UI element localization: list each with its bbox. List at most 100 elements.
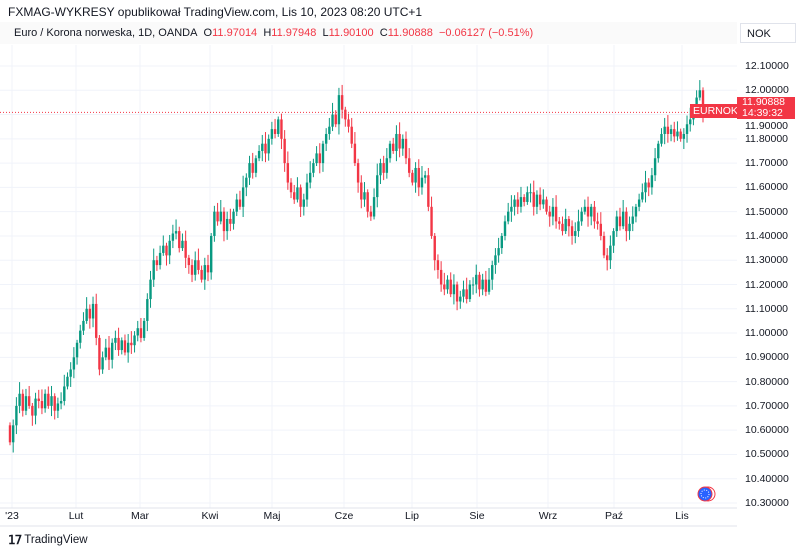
open-label: O [203,27,213,39]
candle-body [513,199,516,207]
candle [430,196,433,239]
candle [340,84,344,119]
candle-body [91,303,95,319]
candle [101,351,104,374]
candle [235,193,238,217]
candle [184,230,187,268]
candle-body [669,129,673,134]
price-tick-label: 11.90000 [745,120,789,132]
candle-body [580,211,583,222]
candle [618,207,622,231]
candle [142,318,146,341]
candle-body [695,97,698,110]
candle-body [615,216,618,232]
candle-body [37,398,40,402]
candle [628,216,631,240]
candle [650,167,654,195]
candle-body [18,393,21,406]
candle-body [506,211,510,222]
candle [98,334,101,376]
candle-body [558,221,561,224]
candle-body [653,158,657,176]
candle-body [277,119,280,134]
candle [283,130,286,172]
published-by-line: FXMAG-WYKRESY opublikował TradingView.co… [8,5,423,19]
candle [270,121,274,145]
candle [299,184,302,218]
candle-body [63,386,66,402]
candle-body [8,425,12,443]
candle-body [535,194,539,207]
candle-body [168,240,171,256]
candle [296,177,299,203]
candle [471,277,475,295]
tradingview-brand[interactable]: 𝟣𝟩 TradingView [8,533,88,547]
candle [321,140,325,172]
candle-body [312,163,315,173]
candle-body [360,182,363,200]
candle [85,297,88,324]
candle [187,254,191,274]
candle [360,175,363,209]
price-tick-label: 11.00000 [745,327,789,340]
candle-body [296,187,299,200]
candle [18,382,21,414]
candle [439,261,443,292]
candle-body [382,163,385,173]
candle-body [462,289,465,297]
candle-body [401,138,405,149]
candle [293,184,296,204]
candle-body [251,163,254,173]
candle-body [570,226,574,236]
candle [91,296,95,328]
candle-body [56,403,60,411]
candle [698,80,702,101]
candle [315,146,318,167]
candle [75,339,79,365]
price-tick-label: 11.20000 [745,278,789,291]
candle [644,170,647,203]
candle [213,205,216,242]
candle-body [682,133,686,139]
candle [542,189,545,209]
candle-body [254,158,258,173]
candle [459,290,462,309]
candle [407,148,411,178]
price-tick-label: 10.90000 [745,351,789,364]
price-tick-label: 10.40000 [745,472,789,485]
candle-body [689,119,692,125]
candle-body [465,289,468,300]
candle [551,198,555,226]
candle [133,331,136,353]
candle [312,158,315,178]
candle-body [130,342,133,346]
candle [631,206,634,232]
candle [641,183,644,203]
candle [510,195,513,222]
events-flag-icon[interactable] [697,486,716,502]
candle-body [366,192,369,212]
candle [69,362,72,387]
candle [286,151,290,190]
candle-body [299,187,302,207]
candle-body [174,231,178,234]
candle [225,211,229,240]
candle [404,131,408,165]
candle-body [478,274,481,290]
candle [328,117,331,140]
candle [481,273,484,296]
candle [206,254,210,282]
price-tick-label: 11.50000 [745,205,789,218]
candle-body [567,218,571,227]
candle [385,148,389,179]
currency-button[interactable]: NOK [740,23,796,43]
candle-body [423,175,427,178]
time-tick-label: Maj [263,510,281,522]
candle-body [139,328,143,338]
candle-body [104,347,108,358]
candle [554,195,558,229]
candle-body [238,199,242,207]
candle [465,277,468,304]
candle [647,178,650,197]
